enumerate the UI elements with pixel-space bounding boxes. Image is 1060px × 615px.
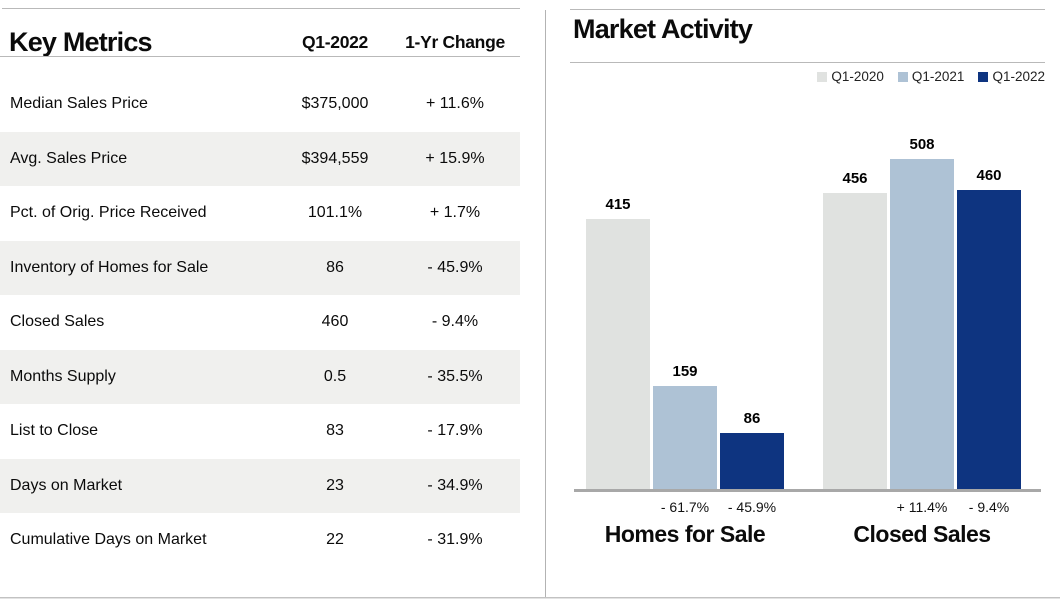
- table-row: Cumulative Days on Market 22 - 31.9%: [0, 513, 520, 568]
- metric-label: Cumulative Days on Market: [10, 531, 207, 549]
- legend-label: Q1-2020: [831, 69, 884, 84]
- metric-label: Median Sales Price: [10, 95, 148, 113]
- metric-value: 23: [326, 476, 344, 494]
- header-rule: [0, 56, 520, 57]
- metric-change: - 17.9%: [427, 422, 483, 440]
- pct-change-label: - 61.7%: [660, 499, 710, 515]
- pct-change-label: - 9.4%: [968, 499, 1010, 515]
- metric-value: $394,559: [301, 149, 369, 167]
- metric-value: 22: [326, 531, 344, 549]
- chart-legend: Q1-2020 Q1-2021 Q1-2022: [817, 69, 1045, 84]
- pct-change-label: [823, 499, 887, 516]
- category-label: Homes for Sale: [604, 521, 766, 547]
- key-metrics-header: Key Metrics Q1-2022 1-Yr Change: [0, 14, 520, 56]
- legend-swatch-icon: [897, 71, 908, 82]
- metric-change: + 1.7%: [429, 204, 481, 222]
- pct-change-row: - 61.7% - 45.9%: [586, 499, 784, 516]
- metric-change: + 15.9%: [425, 149, 485, 167]
- metric-change: + 11.6%: [426, 95, 484, 113]
- chart-labels-area: - 61.7% - 45.9% Homes for Sale + 11.4% - 9.4…: [570, 492, 1045, 548]
- bar-q1-2021: 159: [653, 363, 717, 489]
- metric-value: 86: [326, 258, 344, 276]
- top-rule: [570, 9, 1045, 10]
- metric-label: Avg. Sales Price: [10, 149, 128, 167]
- metric-change: - 31.9%: [427, 531, 483, 549]
- metric-change: - 9.4%: [431, 313, 479, 331]
- table-row: Inventory of Homes for Sale 86 - 45.9%: [0, 240, 520, 295]
- column-header-period: Q1-2022: [301, 32, 368, 52]
- metric-value: 460: [321, 313, 349, 331]
- metric-change: - 45.9%: [427, 258, 483, 276]
- bar-group-footer: + 11.4% - 9.4% Closed Sales: [823, 492, 1021, 548]
- bar-group: 456 508 460: [823, 136, 1021, 489]
- metric-label: Months Supply: [10, 367, 116, 385]
- table-row: Closed Sales 460 - 9.4%: [0, 295, 520, 350]
- vertical-divider: [545, 10, 546, 598]
- table-row: Median Sales Price $375,000 + 11.6%: [0, 77, 520, 132]
- metric-label: Closed Sales: [10, 313, 105, 331]
- legend-label: Q1-2022: [992, 69, 1045, 84]
- bar-q1-2021: 508: [890, 136, 954, 489]
- bar-value-label: 460: [976, 167, 1002, 184]
- legend-item: Q1-2021: [897, 69, 965, 84]
- bar-q1-2020: 415: [586, 196, 650, 489]
- key-metrics-table: Median Sales Price $375,000 + 11.6% Avg. Sa…: [0, 77, 520, 568]
- metric-label: Pct. of Orig. Price Received: [10, 204, 207, 222]
- bar-value-label: 508: [909, 136, 935, 153]
- legend-item: Q1-2020: [817, 69, 884, 84]
- top-rule: [2, 8, 520, 9]
- metric-value: $375,000: [301, 95, 369, 113]
- bar-value-label: 159: [672, 363, 698, 380]
- metric-value: 83: [326, 422, 344, 440]
- bar-group: 415 159 86: [586, 196, 784, 489]
- legend-label: Q1-2021: [911, 69, 965, 84]
- bar-q1-2020: 456: [823, 170, 887, 489]
- metric-change: - 34.9%: [427, 476, 483, 494]
- table-row: Months Supply 0.5 - 35.5%: [0, 349, 520, 404]
- metric-value: 0.5: [323, 367, 347, 385]
- metric-label: List to Close: [10, 422, 99, 440]
- metric-value: 101.1%: [307, 204, 363, 222]
- bar-q1-2022: 86: [720, 410, 784, 489]
- key-metrics-title: Key Metrics: [9, 26, 153, 57]
- category-label: Closed Sales: [853, 521, 991, 547]
- bar-group-footer: - 61.7% - 45.9% Homes for Sale: [586, 492, 784, 548]
- pct-change-label: + 11.4%: [896, 499, 948, 515]
- chart-bars-area: 415 159 86 456 508 460: [570, 120, 1045, 489]
- pct-change-label: [586, 499, 650, 516]
- bar-value-label: 456: [842, 170, 868, 187]
- table-row: Pct. of Orig. Price Received 101.1% + 1.7%: [0, 186, 520, 241]
- metric-label: Days on Market: [10, 476, 123, 494]
- pct-change-label: - 45.9%: [727, 499, 777, 515]
- bar-value-label: 415: [605, 196, 631, 213]
- metric-label: Inventory of Homes for Sale: [10, 258, 209, 276]
- legend-item: Q1-2022: [978, 69, 1045, 84]
- bar-q1-2022: 460: [957, 167, 1021, 489]
- bar-chart: 415 159 86 456 508 460 - 61.7% - 45.9% Homes fo…: [570, 120, 1045, 548]
- bottom-rule: [0, 597, 1060, 599]
- x-axis-line: [574, 489, 1041, 492]
- pct-change-row: + 11.4% - 9.4%: [823, 499, 1021, 516]
- column-header-change: 1-Yr Change: [405, 32, 505, 52]
- market-activity-title: Market Activity: [573, 14, 753, 44]
- metric-change: - 35.5%: [427, 367, 483, 385]
- title-rule: [570, 62, 1045, 63]
- table-row: List to Close 83 - 17.9%: [0, 404, 520, 459]
- table-row: Days on Market 23 - 34.9%: [0, 458, 520, 513]
- legend-swatch-icon: [978, 71, 989, 82]
- legend-swatch-icon: [817, 71, 828, 82]
- table-row: Avg. Sales Price $394,559 + 15.9%: [0, 131, 520, 186]
- market-activity-panel: Market Activity Q1-2020 Q1-2021 Q1-2022 41…: [570, 0, 1045, 600]
- key-metrics-panel: Key Metrics Q1-2022 1-Yr Change Median S…: [0, 0, 520, 600]
- bar-value-label: 86: [743, 410, 761, 427]
